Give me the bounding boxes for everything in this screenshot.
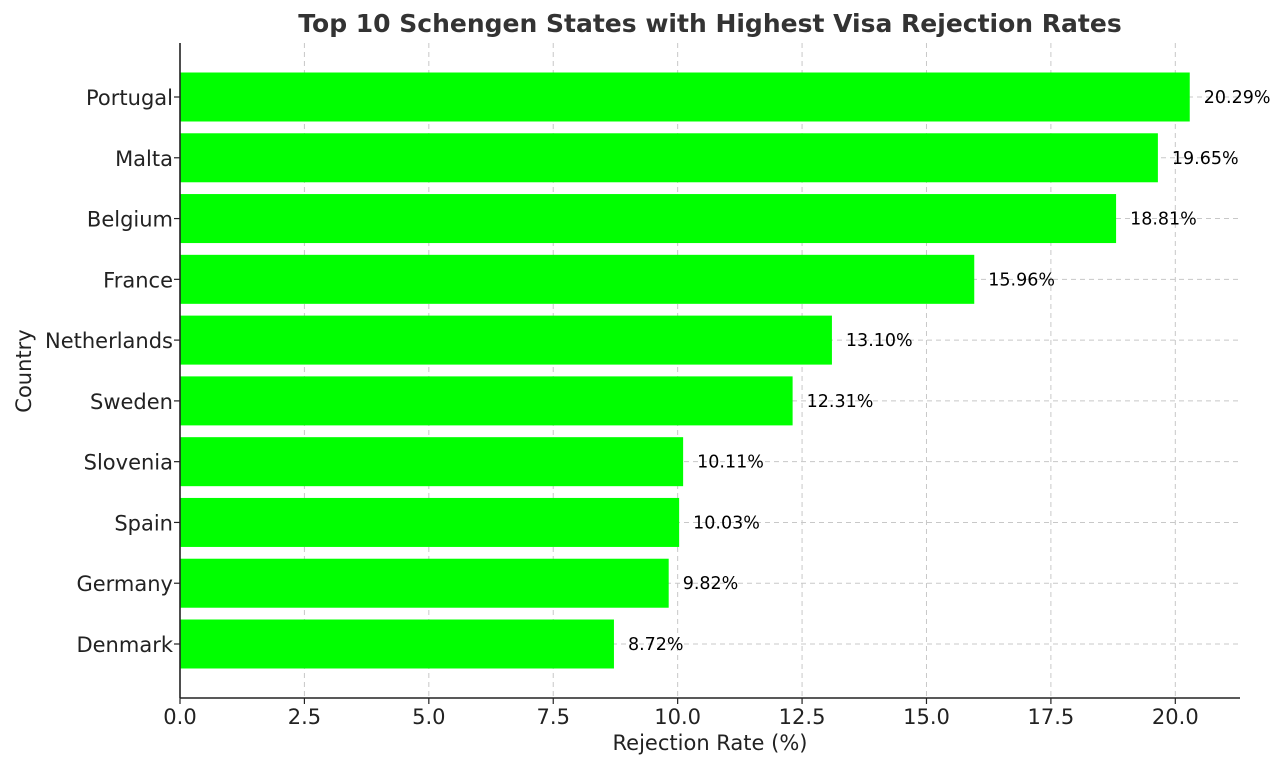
value-label: 18.81% [1130, 210, 1197, 230]
bar-netherlands [180, 315, 832, 365]
axes [179, 43, 1240, 699]
bar-slovenia [180, 437, 684, 487]
value-label: 20.29% [1204, 88, 1271, 108]
value-label: 10.03% [693, 513, 760, 533]
y-tick-label: Denmark [76, 633, 173, 657]
value-label: 10.11% [697, 453, 764, 473]
x-tick-label: 10.0 [654, 705, 701, 729]
value-label: 9.82% [683, 574, 739, 594]
x-tick-label: 20.0 [1152, 705, 1199, 729]
x-tick-label: 15.0 [903, 705, 950, 729]
y-axis-label: Country [12, 329, 36, 412]
x-tick-label: 7.5 [537, 705, 570, 729]
bar-malta [180, 133, 1158, 183]
bar-sweden [180, 376, 793, 426]
bar-germany [180, 558, 669, 608]
bar-denmark [180, 619, 614, 669]
value-label: 15.96% [988, 270, 1055, 290]
x-axis-label: Rejection Rate (%) [613, 731, 808, 755]
bar-portugal [180, 72, 1190, 122]
y-tick-label: Germany [76, 572, 173, 596]
x-ticks: 0.0 2.5 5.0 7.5 10.0 12.5 15.0 17.5 20.0 [163, 698, 1199, 729]
value-label: 8.72% [628, 635, 684, 655]
bar-belgium [180, 194, 1117, 244]
y-ticks: Portugal Malta Belgium France Netherlands Swe… [45, 86, 180, 657]
y-tick-label: Slovenia [84, 451, 173, 475]
y-tick-label: Malta [115, 147, 173, 171]
bars [180, 72, 1190, 669]
x-tick-label: 17.5 [1028, 705, 1075, 729]
value-label: 13.10% [846, 331, 913, 351]
x-tick-label: 5.0 [412, 705, 445, 729]
value-labels: 20.29% 19.65% 18.81% 15.96% 13.10% 12.31% 10.1… [628, 88, 1271, 655]
x-tick-label: 12.5 [779, 705, 826, 729]
y-tick-label: France [103, 268, 173, 292]
chart-title: Top 10 Schengen States with Highest Visa… [298, 9, 1121, 38]
value-label: 19.65% [1172, 149, 1239, 169]
x-tick-label: 2.5 [288, 705, 321, 729]
value-label: 12.31% [807, 392, 874, 412]
y-tick-label: Sweden [90, 390, 173, 414]
x-tick-label: 0.0 [163, 705, 196, 729]
y-tick-label: Netherlands [45, 329, 173, 353]
bar-france [180, 254, 975, 304]
y-tick-label: Portugal [86, 86, 173, 110]
y-tick-label: Belgium [87, 208, 173, 232]
bar-spain [180, 497, 680, 547]
y-tick-label: Spain [114, 511, 173, 535]
